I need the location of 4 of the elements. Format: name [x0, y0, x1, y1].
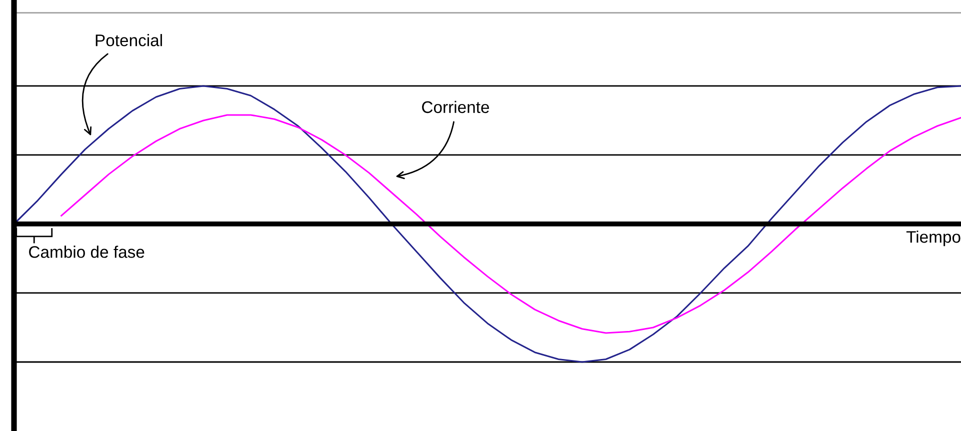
x-axis-title: Tiempo	[906, 230, 960, 246]
text: Potencial	[96, 34, 162, 46]
annotation: Cambio de fase	[29, 246, 144, 258]
annotation: Corriente	[422, 100, 490, 114]
